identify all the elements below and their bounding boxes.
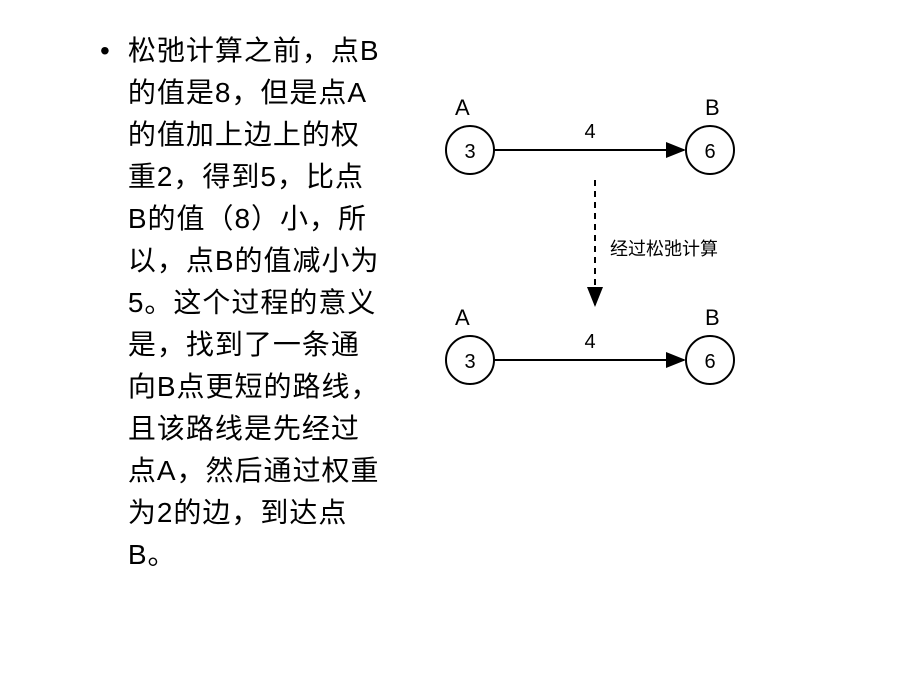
paragraph-text: 松弛计算之前，点B的值是8，但是点A的值加上边上的权重2，得到5，比点B的值（8… [128,30,380,576]
bottom-node-a-label: A [455,305,470,330]
bottom-node-b-value: 6 [704,351,715,373]
top-node-a-label: A [455,95,470,120]
bullet-marker: • [100,30,110,72]
top-edge-weight: 4 [584,121,595,143]
diagram-column: A 3 B 6 4 经过松弛计算 A 3 B 6 4 [410,30,880,576]
relaxation-caption: 经过松弛计算 [610,239,718,259]
top-node-b-label: B [705,95,720,120]
relaxation-diagram: A 3 B 6 4 经过松弛计算 A 3 B 6 4 [410,80,790,440]
bottom-node-b-label: B [705,305,720,330]
bullet-item: • 松弛计算之前，点B的值是8，但是点A的值加上边上的权重2，得到5，比点B的值… [100,30,380,576]
text-column: • 松弛计算之前，点B的值是8，但是点A的值加上边上的权重2，得到5，比点B的值… [40,30,380,576]
bottom-node-a-value: 3 [464,351,475,373]
top-node-a-value: 3 [464,141,475,163]
top-node-b-value: 6 [704,141,715,163]
bottom-edge-weight: 4 [584,331,595,353]
